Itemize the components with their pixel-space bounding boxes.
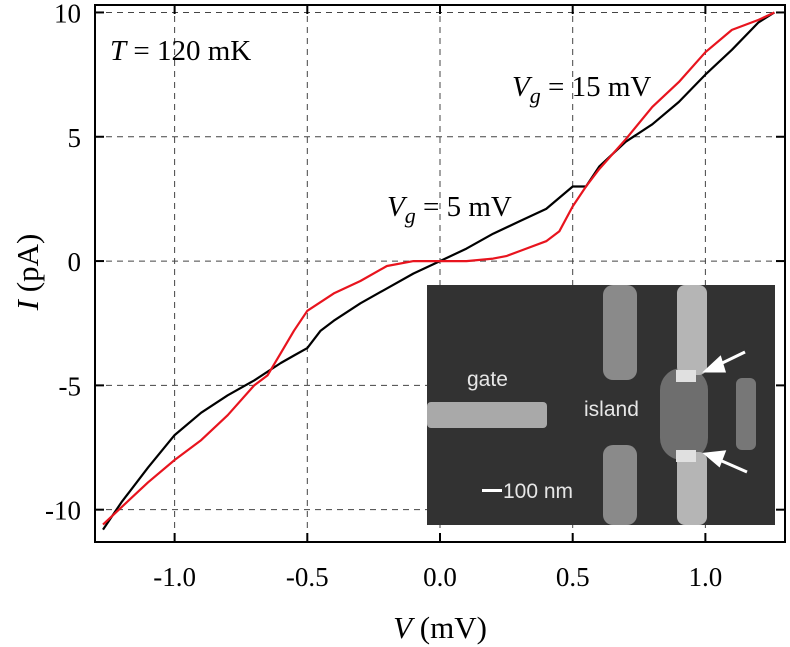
inset-label-gate: gate bbox=[467, 368, 508, 391]
scale-bar bbox=[482, 489, 502, 492]
series-group bbox=[102, 11, 775, 531]
series-label-vg5: Vg = 5 mV bbox=[387, 191, 512, 228]
x-tick-label: -1.0 bbox=[153, 562, 196, 592]
series-label-vg15: Vg = 15 mV bbox=[512, 71, 651, 108]
y-tick-labels: -10 -5 0 5 10 bbox=[45, 0, 81, 526]
x-tick-label: -0.5 bbox=[286, 562, 329, 592]
arrow-icon bbox=[702, 350, 746, 373]
x-tick-labels: -1.0 -0.5 0.0 0.5 1.0 bbox=[153, 562, 722, 592]
x-axis-label: V (mV) bbox=[393, 610, 487, 645]
y-tick-label: 5 bbox=[68, 123, 82, 153]
y-tick-label: 0 bbox=[68, 247, 82, 277]
y-tick-label: -10 bbox=[45, 496, 81, 526]
inset-label-island: island bbox=[584, 398, 639, 421]
y-tick-label: -5 bbox=[59, 371, 82, 401]
series-line-1 bbox=[102, 11, 775, 526]
temperature-annotation: T = 120 mK bbox=[110, 35, 251, 67]
arrow-icon bbox=[702, 450, 748, 474]
series-line-0 bbox=[102, 11, 775, 531]
axis-ticks bbox=[95, 5, 785, 542]
y-axis-label: I (pA) bbox=[10, 234, 45, 312]
x-tick-label: 0.5 bbox=[556, 562, 590, 592]
x-tick-label: 1.0 bbox=[689, 562, 723, 592]
inset-sem-image: gate island 100 nm bbox=[427, 285, 775, 525]
inset-scale-label: 100 nm bbox=[503, 480, 573, 503]
y-tick-label: 10 bbox=[54, 0, 81, 28]
x-tick-label: 0.0 bbox=[423, 562, 457, 592]
